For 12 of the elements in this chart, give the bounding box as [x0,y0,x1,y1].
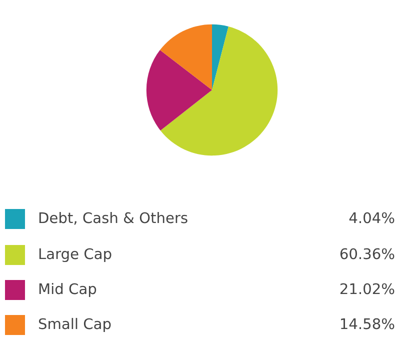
pie-slice [160,26,278,156]
data-label: 60.36% [340,248,394,260]
pie-slice [160,24,212,90]
legend-label: Small Cap [38,318,111,332]
legend-label: Debt, Cash & Others [39,212,188,225]
pie-slice [212,24,228,90]
legend-label: Mid Cap [39,282,96,298]
legend-label: Large Cap [39,248,112,262]
data-label: 4.04% [349,212,394,224]
pie-slice [146,50,212,131]
data-label: 14.58% [340,318,394,330]
data-label: 21.02% [340,283,394,294]
